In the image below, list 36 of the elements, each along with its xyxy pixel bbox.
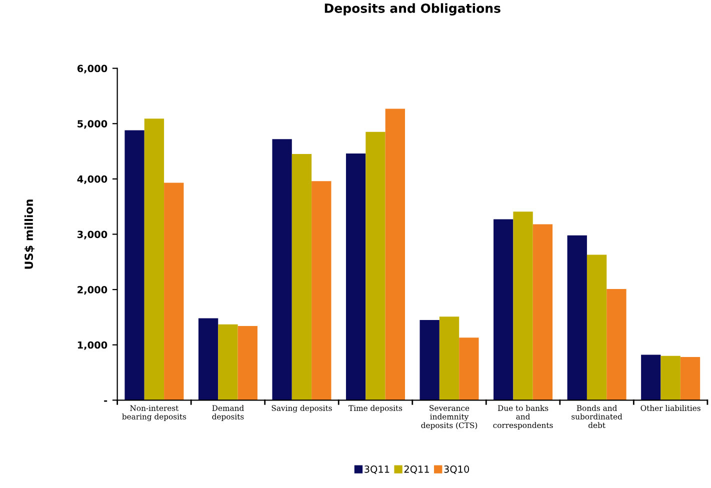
y-axis-title: US$ million [24, 200, 34, 269]
bar [513, 212, 533, 400]
bar [494, 219, 514, 400]
bar [586, 254, 607, 400]
y-tick-label: 4,000 [77, 175, 108, 184]
bar [144, 118, 164, 400]
y-tick-label: 2,000 [78, 286, 108, 295]
bar [292, 154, 312, 400]
bar [532, 224, 553, 400]
bar [567, 235, 587, 400]
bar [272, 139, 292, 400]
bar [680, 357, 700, 400]
y-tick-label: 3,000 [77, 230, 108, 240]
bar [366, 132, 386, 400]
bar [606, 288, 626, 400]
bar [385, 108, 406, 400]
legend-label: 3Q11 [364, 465, 390, 474]
bar [312, 181, 332, 400]
y-tick-label: 1,000 [78, 341, 108, 350]
bar [420, 320, 440, 400]
bar [238, 326, 258, 400]
legend-label: 2Q11 [404, 465, 429, 474]
y-tick-label: 6,000 [77, 64, 108, 74]
bar [346, 153, 366, 400]
bar [459, 338, 479, 400]
bar [164, 182, 184, 400]
chart-title: Deposits and Obligations [324, 3, 500, 16]
bar [660, 356, 680, 400]
bar [124, 130, 144, 400]
legend-label: 3Q10 [444, 465, 470, 474]
y-tick-label: 5,000 [78, 120, 108, 129]
bar [439, 316, 460, 400]
y-tick-label: - [104, 400, 108, 402]
bar [198, 318, 218, 400]
bar [218, 324, 238, 400]
bar [641, 354, 661, 400]
